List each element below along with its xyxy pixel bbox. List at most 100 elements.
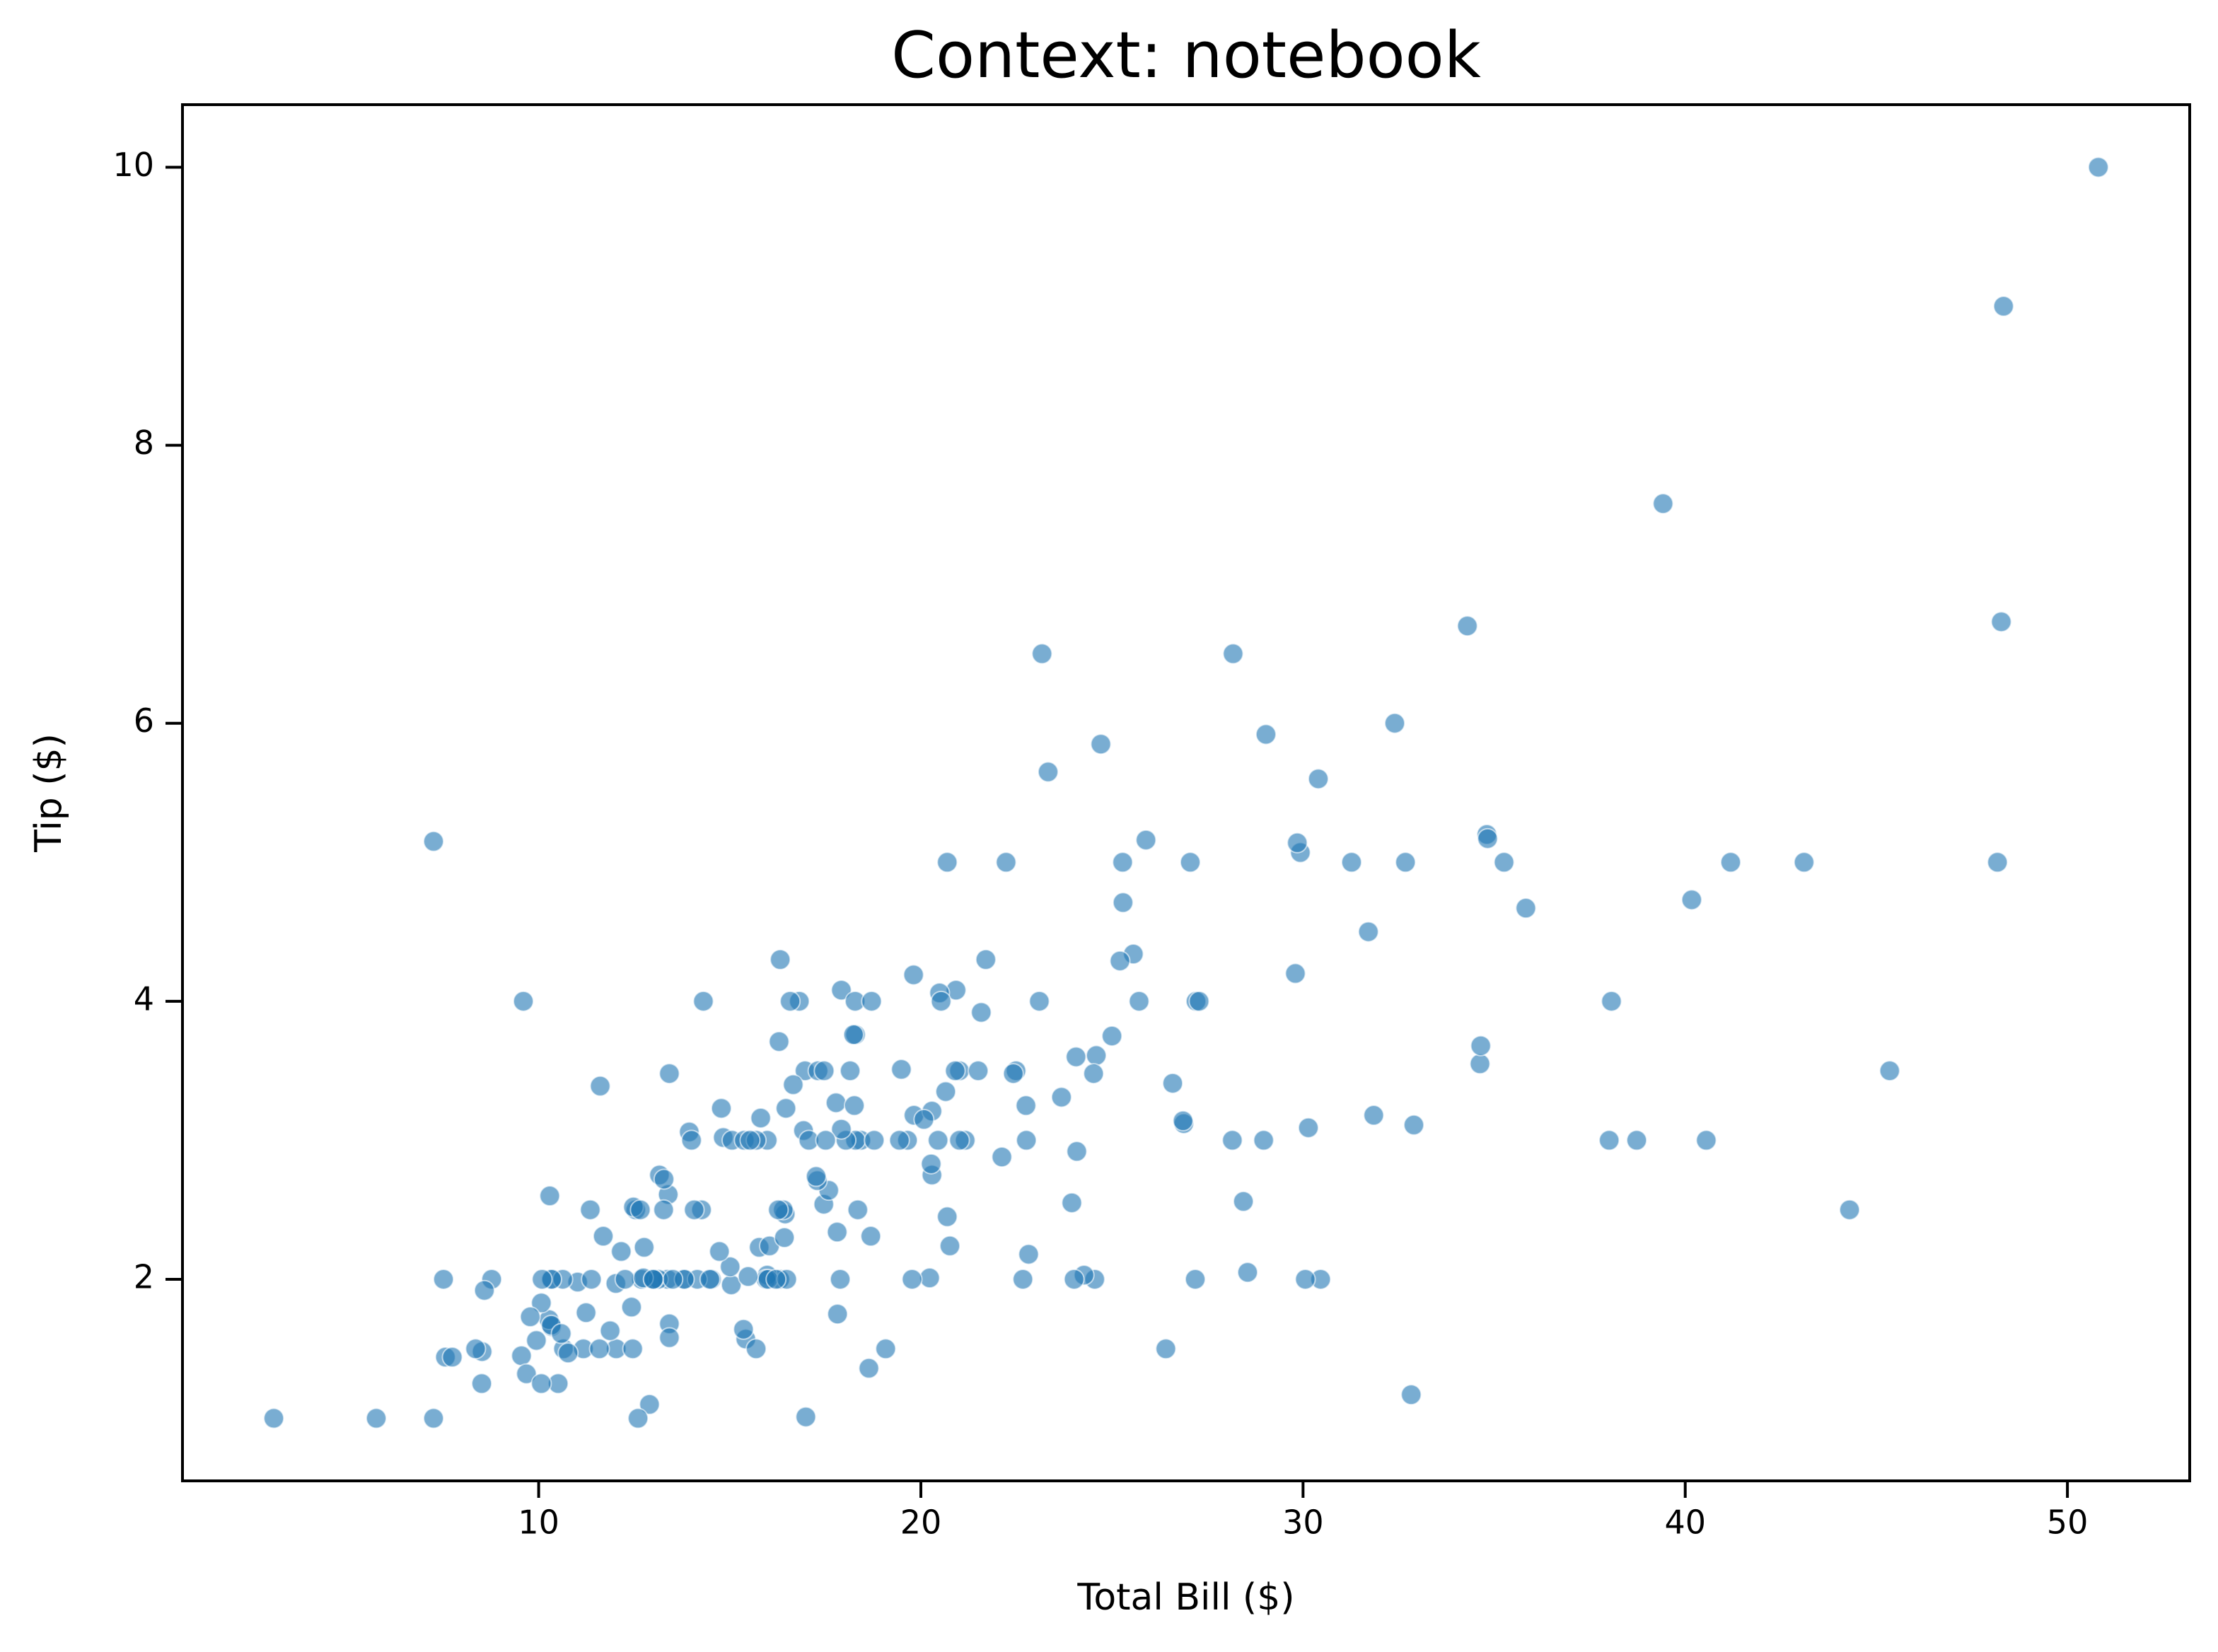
point [653, 1199, 675, 1221]
point [902, 964, 924, 986]
point [860, 1226, 882, 1247]
point [653, 1168, 675, 1190]
point [1307, 768, 1329, 790]
point [513, 990, 535, 1012]
point [511, 1345, 533, 1367]
point [1456, 615, 1478, 637]
point [1990, 611, 2012, 633]
point [1061, 1192, 1083, 1214]
plot-frame [181, 103, 2191, 1482]
point [699, 1268, 721, 1290]
point [774, 1227, 796, 1249]
point [1109, 950, 1131, 972]
point [936, 851, 958, 873]
point [530, 1373, 552, 1395]
point [1221, 1129, 1243, 1151]
point [658, 1063, 680, 1085]
point [516, 1363, 538, 1385]
point [557, 1342, 579, 1364]
point [639, 1393, 661, 1415]
point [1287, 832, 1308, 854]
point [550, 1322, 572, 1344]
point [767, 1199, 789, 1221]
point [662, 1268, 684, 1290]
point [1016, 1129, 1038, 1151]
point [939, 1235, 961, 1257]
point [825, 1092, 847, 1114]
point [1065, 1046, 1087, 1068]
point [1083, 1063, 1105, 1085]
point [1469, 1053, 1491, 1075]
point [519, 1306, 541, 1328]
point [579, 1199, 601, 1221]
point [1002, 1063, 1024, 1085]
point [1184, 1268, 1206, 1290]
point [829, 1268, 851, 1290]
point [1155, 1338, 1177, 1360]
point [864, 1129, 886, 1151]
point [1188, 990, 1210, 1012]
x-axis-label: Total Bill ($) [1076, 1576, 1294, 1619]
point [1294, 1268, 1316, 1290]
point [1626, 1129, 1648, 1151]
point [610, 1240, 632, 1262]
point [1992, 296, 2014, 318]
point [1357, 921, 1379, 943]
point [1384, 712, 1406, 734]
point [1090, 733, 1112, 755]
point [1101, 1025, 1123, 1047]
point [830, 1118, 852, 1140]
point [890, 1059, 912, 1081]
point [858, 1357, 880, 1379]
point [830, 979, 852, 1001]
point [861, 990, 883, 1012]
point [995, 851, 1017, 873]
point [614, 1268, 636, 1290]
point [768, 1030, 790, 1052]
point [775, 1098, 797, 1119]
point [739, 1129, 761, 1151]
x-tick-label: 40 [1664, 1503, 1706, 1542]
point [1493, 851, 1515, 873]
point [745, 1338, 767, 1360]
point [919, 1267, 941, 1289]
point [599, 1320, 621, 1342]
point [927, 1129, 949, 1151]
point [592, 1226, 614, 1247]
point [539, 1185, 561, 1207]
point [642, 1268, 664, 1290]
point [920, 1153, 942, 1175]
point [795, 1406, 817, 1428]
point [1363, 1105, 1385, 1127]
point [465, 1338, 487, 1360]
point [913, 1108, 935, 1130]
point [365, 1407, 387, 1429]
point [970, 1001, 992, 1023]
point [1987, 851, 2009, 873]
point [581, 1268, 603, 1290]
point [1470, 1035, 1492, 1057]
point [1652, 493, 1674, 515]
point [719, 1256, 741, 1278]
point [683, 1199, 705, 1221]
point [1839, 1199, 1861, 1221]
point [975, 948, 997, 970]
point [589, 1075, 611, 1097]
point [1400, 1384, 1422, 1406]
point [588, 1338, 610, 1360]
point [1037, 761, 1059, 783]
point [2087, 156, 2109, 178]
point [840, 1060, 861, 1082]
point [530, 1292, 552, 1314]
point [1255, 723, 1277, 745]
point [1112, 892, 1134, 914]
point [842, 1024, 864, 1046]
point [1012, 1268, 1034, 1290]
point [815, 1129, 837, 1151]
x-tick-label: 20 [900, 1503, 942, 1542]
y-axis-label: Tip ($) [28, 733, 70, 853]
point [968, 1060, 989, 1082]
point [888, 1129, 910, 1151]
y-tick-label: 2 [134, 1257, 154, 1296]
point [1284, 962, 1306, 984]
